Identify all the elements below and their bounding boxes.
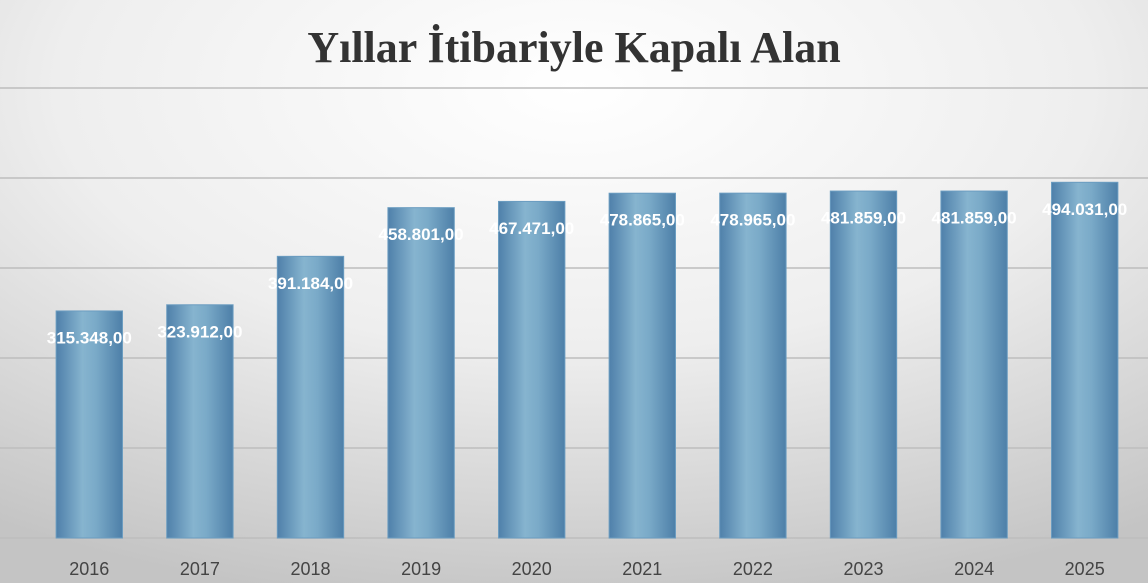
bar: [608, 192, 676, 539]
data-label: 458.801,00: [379, 225, 464, 244]
x-tick-label: 2025: [1065, 559, 1105, 579]
bar: [1051, 181, 1119, 539]
x-tick-label: 2016: [69, 559, 109, 579]
x-tick-label: 2022: [733, 559, 773, 579]
x-tick-label: 2018: [290, 559, 330, 579]
bar: [940, 190, 1008, 539]
x-tick-label: 2021: [622, 559, 662, 579]
data-label: 467.471,00: [489, 219, 574, 238]
bar: [829, 190, 898, 539]
data-label: 481.859,00: [932, 209, 1017, 228]
x-tick-label: 2023: [843, 559, 883, 579]
bar: [55, 310, 123, 539]
x-tick-label: 2019: [401, 559, 441, 579]
x-tick-label: 2017: [180, 559, 220, 579]
bar: [166, 304, 234, 539]
x-tick-label: 2024: [954, 559, 994, 579]
bar: [387, 207, 455, 539]
data-label: 494.031,00: [1042, 200, 1127, 219]
data-label: 323.912,00: [157, 322, 242, 341]
data-label: 315.348,00: [47, 328, 132, 347]
data-label: 478.965,00: [710, 211, 795, 230]
bar: [719, 192, 787, 539]
bar: [276, 255, 345, 539]
data-label: 481.859,00: [821, 209, 906, 228]
data-label: 391.184,00: [268, 274, 353, 293]
bar: [498, 200, 566, 539]
chart-title: Yıllar İtibariyle Kapalı Alan: [307, 23, 840, 72]
x-tick-label: 2020: [512, 559, 552, 579]
data-label: 478.865,00: [600, 211, 685, 230]
